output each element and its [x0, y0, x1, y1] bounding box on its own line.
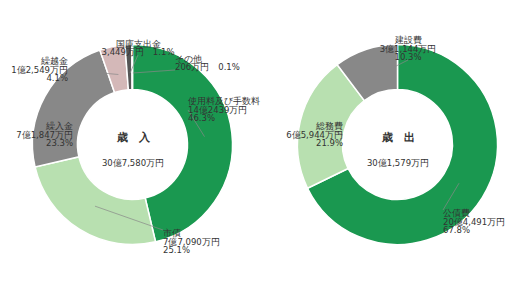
svg-text:30億1,579万円: 30億1,579万円 [367, 158, 429, 168]
svg-text:使用料及び手数料14億2439万円46.3%: 使用料及び手数料14億2439万円46.3% [188, 96, 260, 123]
svg-text:30億7,580万円: 30億7,580万円 [102, 158, 164, 168]
svg-text:歳 出: 歳 出 [381, 131, 415, 144]
svg-text:歳 入: 歳 入 [116, 131, 151, 144]
svg-text:国庫支出金3,449万円 1.1%: 国庫支出金3,449万円 1.1% [102, 39, 175, 58]
svg-text:総務費6億5,944万円21.9%: 総務費6億5,944万円21.9% [286, 121, 343, 148]
svg-text:その他206万円 0.1%: その他206万円 0.1% [175, 54, 240, 73]
svg-text:建設費3億1,144万円10.3%: 建設費3億1,144万円10.3% [380, 35, 437, 62]
svg-text:市債7億7,090万円25.1%: 市債7億7,090万円25.1% [163, 228, 220, 255]
svg-text:繰入金7億1,847万円23.3%: 繰入金7億1,847万円23.3% [16, 121, 73, 148]
svg-text:繰越金1億2,549万円4.1%: 繰越金1億2,549万円4.1% [11, 56, 68, 83]
svg-text:公債費20億4,491万円67.8%: 公債費20億4,491万円67.8% [443, 208, 505, 235]
